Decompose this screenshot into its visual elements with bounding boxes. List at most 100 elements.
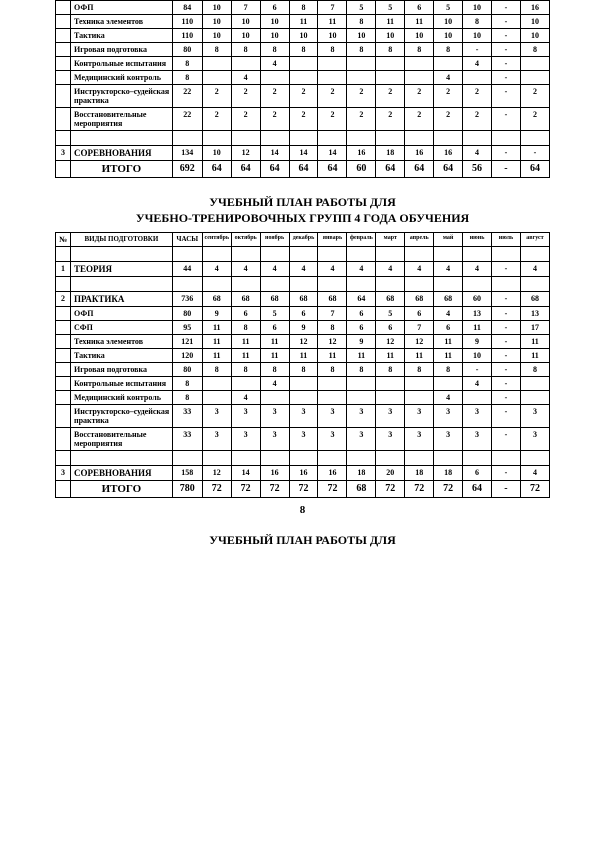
cell: 8 <box>260 43 289 57</box>
row-number <box>56 29 71 43</box>
cell: 8 <box>260 363 289 377</box>
col-header: № <box>56 233 71 247</box>
cell: 3 <box>520 428 549 451</box>
cell: 120 <box>172 349 202 363</box>
cell: 11 <box>318 15 347 29</box>
cell: 72 <box>231 481 260 498</box>
cell: 64 <box>434 161 463 178</box>
cell: 4 <box>520 466 549 481</box>
cell: 84 <box>172 1 202 15</box>
table-row: Инструкторско–судейская практика22222222… <box>56 85 550 108</box>
cell: 110 <box>172 29 202 43</box>
row-label: Техника элементов <box>71 335 173 349</box>
cell: 11 <box>260 349 289 363</box>
cell: 10 <box>376 29 405 43</box>
cell: 6 <box>260 1 289 15</box>
cell: 4 <box>434 391 463 405</box>
cell: 14 <box>260 146 289 161</box>
cell: 64 <box>202 161 231 178</box>
row-number: 1 <box>56 262 71 277</box>
cell: 10 <box>434 15 463 29</box>
row-label: Восстановительные мероприятия <box>71 108 173 131</box>
cell: 2 <box>520 85 549 108</box>
cell: 10 <box>405 29 434 43</box>
cell: 60 <box>347 161 376 178</box>
row-label: Медицинский контроль <box>71 391 173 405</box>
cell: 10 <box>520 29 549 43</box>
cell: 11 <box>520 335 549 349</box>
cell: 3 <box>405 428 434 451</box>
cell: 4 <box>434 71 463 85</box>
table-row: Тактика12011111111111111111110-11 <box>56 349 550 363</box>
table-row: Восстановительные мероприятия22222222222… <box>56 108 550 131</box>
cell: 68 <box>231 292 260 307</box>
row-label: СФП <box>71 321 173 335</box>
cell <box>260 71 289 85</box>
row-number <box>56 161 71 178</box>
cell <box>289 57 318 71</box>
cell: 3 <box>260 428 289 451</box>
row-number <box>56 428 71 451</box>
table-row: Восстановительные мероприятия33333333333… <box>56 428 550 451</box>
cell: 4 <box>376 262 405 277</box>
table-row: ИТОГО69264646464646064646456-64 <box>56 161 550 178</box>
cell: 6 <box>405 1 434 15</box>
cell: 16 <box>434 146 463 161</box>
table-row: 3СОРЕВНОВАНИЯ1581214161616182018186-4 <box>56 466 550 481</box>
cell: 11 <box>405 15 434 29</box>
row-label: Тактика <box>71 349 173 363</box>
cell: 16 <box>520 1 549 15</box>
cell: - <box>492 428 521 451</box>
cell: 3 <box>231 405 260 428</box>
cell: 2 <box>405 108 434 131</box>
cell <box>318 71 347 85</box>
table-row: Контрольные испытания844- <box>56 377 550 391</box>
cell: 12 <box>231 146 260 161</box>
cell <box>405 57 434 71</box>
cell: 33 <box>172 405 202 428</box>
table-year4: №ВИДЫ ПОДГОТОВКИЧАСЫсентябрьоктябрьноябр… <box>55 232 550 498</box>
table-top: ОФП84107687556510-16Техника элементов110… <box>55 0 550 178</box>
row-label: СОРЕВНОВАНИЯ <box>71 466 173 481</box>
cell: 64 <box>260 161 289 178</box>
cell: 11 <box>231 335 260 349</box>
cell: - <box>492 377 521 391</box>
cell: 5 <box>260 307 289 321</box>
cell: 2 <box>347 108 376 131</box>
cell: 18 <box>376 146 405 161</box>
table-row: Инструкторско–судейская практика33333333… <box>56 405 550 428</box>
cell: - <box>492 262 521 277</box>
cell: 8 <box>289 1 318 15</box>
cell: 64 <box>520 161 549 178</box>
cell: 8 <box>172 57 202 71</box>
cell: 7 <box>405 321 434 335</box>
cell: 6 <box>347 321 376 335</box>
cell: 64 <box>289 161 318 178</box>
row-label: Техника элементов <box>71 15 173 29</box>
cell: 3 <box>231 428 260 451</box>
cell: 9 <box>202 307 231 321</box>
cell: 68 <box>376 292 405 307</box>
cell: 3 <box>347 428 376 451</box>
cell: - <box>492 292 521 307</box>
cell: 72 <box>376 481 405 498</box>
cell: 4 <box>463 377 492 391</box>
cell: 6 <box>289 307 318 321</box>
cell: 64 <box>405 161 434 178</box>
col-header: январь <box>318 233 347 247</box>
cell: - <box>492 161 521 178</box>
cell: 4 <box>289 262 318 277</box>
table-row: Контрольные испытания844- <box>56 57 550 71</box>
cell: 4 <box>463 57 492 71</box>
cell: - <box>492 466 521 481</box>
cell: 11 <box>434 349 463 363</box>
cell: 72 <box>289 481 318 498</box>
cell: 4 <box>260 262 289 277</box>
cell: 64 <box>318 161 347 178</box>
cell: 9 <box>463 335 492 349</box>
row-label: ОФП <box>71 1 173 15</box>
title-line2: УЧЕБНО-ТРЕНИРОВОЧНЫХ ГРУПП 4 ГОДА ОБУЧЕН… <box>136 211 469 225</box>
cell: 2 <box>376 85 405 108</box>
cell: 134 <box>172 146 202 161</box>
cell: 8 <box>347 15 376 29</box>
